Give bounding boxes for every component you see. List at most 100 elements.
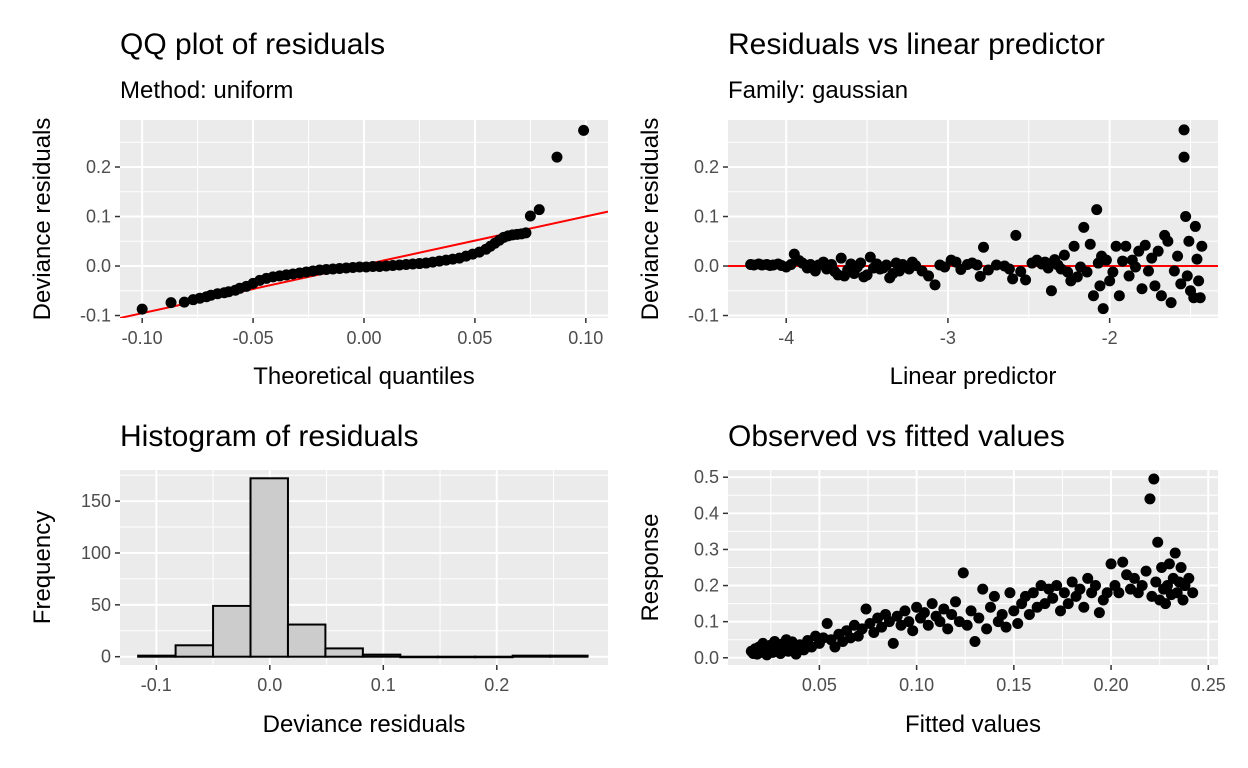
obs-fit-title: Observed vs fitted values [728, 420, 1065, 453]
resid-lp-point [1117, 255, 1129, 267]
obs-fit-point [821, 617, 833, 629]
obs-fit-point [1082, 572, 1094, 584]
obs-fit-point [1023, 608, 1035, 620]
resid-lp-point [978, 241, 990, 253]
resid-lp-point [1010, 229, 1022, 241]
resid-lp-point [1081, 266, 1093, 278]
obs-fit-point [922, 619, 934, 631]
qq-point [551, 151, 563, 163]
resid-lp-point [974, 270, 986, 282]
qq-x-axis-title: Theoretical quantiles [253, 363, 474, 390]
obs-fit-y-tick-label: 0.2 [694, 576, 719, 596]
resid-lp-point [835, 252, 847, 264]
resid-lp-point [1087, 290, 1099, 302]
obs-fit-point [1152, 536, 1164, 548]
obs-fit-point [1187, 587, 1199, 599]
resid-lp-x-tick-label: -3 [940, 328, 956, 348]
hist-x-tick-label: -0.1 [141, 675, 172, 695]
resid-lp-x-tick-label: -4 [778, 328, 794, 348]
resid-lp-x-tick-label: -2 [1102, 328, 1118, 348]
obs-fit-point [1177, 594, 1189, 606]
obs-fit-chart: Observed vs fitted values 0.05 0.10 0.15 0.2… [637, 420, 1226, 738]
obs-fit-point [1093, 607, 1105, 619]
obs-fit-x-tick-label: 0.25 [1191, 675, 1226, 695]
resid-lp-point [1168, 265, 1180, 277]
obs-fit-point [985, 601, 996, 613]
resid-lp-point [1042, 262, 1054, 274]
obs-fit-x-axis-title: Fitted values [905, 711, 1041, 738]
resid-lp-point [1071, 271, 1083, 283]
resid-lp-point [1068, 240, 1080, 252]
resid-lp-point [971, 259, 983, 271]
obs-fit-point [934, 616, 946, 628]
resid-lp-point [1097, 303, 1109, 315]
qq-point [533, 204, 545, 216]
obs-fit-point [996, 608, 1008, 620]
resid-lp-point [990, 259, 1002, 271]
resid-lp-point [1189, 220, 1201, 232]
obs-fit-point [1160, 598, 1171, 610]
obs-fit-point [918, 607, 930, 619]
resid-lp-point [855, 257, 867, 269]
obs-fit-point [1062, 598, 1074, 610]
resid-lp-x-axis-title: Linear predictor [890, 363, 1057, 390]
resid-lp-point [1015, 265, 1027, 277]
qq-x-tick-label: 0.00 [346, 328, 381, 348]
qq-x-tick-label: -0.05 [233, 328, 274, 348]
resid-lp-point [1107, 266, 1119, 278]
hist-bar [361, 653, 402, 658]
hist-bar [511, 654, 552, 658]
hist-bar [399, 655, 439, 659]
resid-lp-point [1136, 283, 1148, 295]
obs-fit-point [1008, 605, 1020, 617]
hist-x-tick-label: 0.0 [257, 675, 282, 695]
obs-fit-point [1140, 565, 1152, 577]
obs-fit-point [961, 619, 973, 631]
resid-lp-point [1084, 238, 1096, 250]
obs-fit-point [1163, 558, 1175, 570]
resid-lp-point [1078, 221, 1090, 233]
resid-lp-point [939, 261, 951, 273]
hist-x-axis-title: Deviance residuals [263, 711, 466, 738]
hist-bar [286, 623, 327, 658]
qq-title: QQ plot of residuals [120, 28, 385, 61]
qq-y-axis-title: Deviance residuals [29, 118, 56, 321]
resid-lp-point [1062, 266, 1074, 278]
hist-y-tick-label: 100 [81, 543, 111, 563]
obs-fit-point [1175, 562, 1187, 573]
resid-lp-point [1130, 261, 1142, 273]
resid-lp-point [1191, 253, 1203, 265]
obs-fit-point [1055, 605, 1066, 617]
obs-fit-y-tick-label: 0.3 [694, 539, 719, 559]
obs-fit-y-tick-label: 0.4 [694, 503, 719, 523]
resid-lp-point [1113, 290, 1125, 302]
obs-fit-point [977, 583, 989, 595]
obs-fit-point [1074, 583, 1086, 595]
resid-lp-point [1094, 280, 1106, 292]
hist-x-tick-label: 0.1 [371, 675, 396, 695]
resid-lp-point [1123, 270, 1135, 282]
hist-y-tick-label: 0 [101, 647, 111, 667]
obs-fit-point [903, 616, 915, 628]
obs-fit-point [899, 605, 911, 617]
hist-bar [549, 654, 589, 658]
resid-lp-y-tick-label: 0.1 [694, 207, 719, 227]
obs-fit-point [911, 601, 923, 613]
resid-lp-point [1152, 245, 1164, 257]
obs-fit-point [1117, 556, 1129, 568]
resid-lp-point [1178, 151, 1190, 163]
hist-y-tick-label: 150 [81, 491, 111, 511]
resid-lp-point [1139, 239, 1151, 251]
hist-bar [436, 655, 477, 659]
obs-fit-point [1090, 580, 1101, 592]
resid-lp-point [1196, 240, 1208, 252]
qq-y-tick-label: 0.0 [86, 256, 111, 276]
resid-lp-subtitle: Family: gaussian [728, 77, 908, 104]
obs-fit-point [868, 627, 880, 638]
resid-lp-point [1146, 252, 1158, 264]
obs-fit-point [864, 617, 876, 629]
hist-x-tick-label: 0.2 [484, 675, 509, 695]
obs-fit-point [1078, 601, 1090, 613]
